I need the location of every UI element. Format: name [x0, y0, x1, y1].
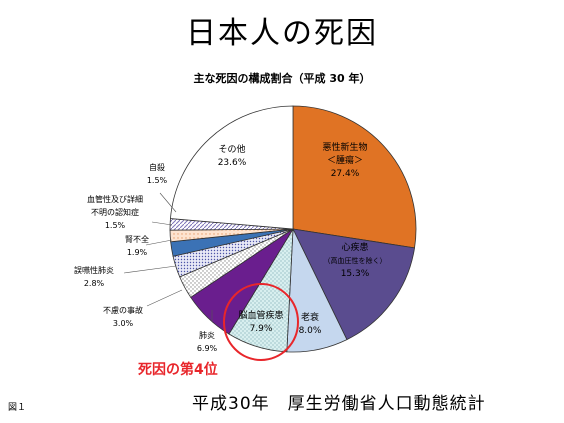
slice-label-cancer: ＜腫瘍＞ — [327, 154, 363, 166]
slice-label-heart: 心疾患 — [341, 241, 368, 253]
annotation-text: 死因の第4位 — [137, 361, 218, 378]
slice-label-kidney: 腎不全 — [125, 234, 149, 244]
value-label-heart: 15.3% — [341, 269, 370, 279]
pie-slice-heart — [292, 228, 415, 341]
value-label-cancer: 27.4% — [331, 169, 360, 179]
slice-label-other: その他 — [218, 143, 245, 155]
leader-line-accident — [146, 289, 183, 307]
value-label-cerebro: 7.9% — [250, 324, 273, 334]
leader-line-suicide — [159, 192, 177, 213]
slice-label-senility: 老衰 — [301, 311, 319, 323]
slice-label-suicide: 自殺 — [149, 162, 165, 172]
value-label-senility: 8.0% — [299, 326, 322, 336]
value-label-aspiration: 2.8% — [84, 279, 105, 288]
slide-title: 日本人の死因 — [186, 16, 378, 51]
value-label-vascular: 1.5% — [105, 221, 126, 230]
slice-label-cancer: 悪性新生物 — [322, 141, 367, 153]
leader-line-kidney — [145, 239, 173, 246]
slice-label-heart: （高血圧性を除く） — [324, 256, 387, 265]
slice-label-vascular: 血管性及び詳細 — [87, 194, 143, 204]
chart-title: 主な死因の構成割合（平成 30 年） — [193, 72, 371, 85]
slice-label-accident: 不慮の事故 — [103, 305, 143, 315]
data-source: 平成30年 厚生労働省人口動態統計 — [192, 394, 486, 414]
value-label-accident: 3.0% — [113, 319, 134, 328]
pie-slice-cancer — [292, 105, 417, 249]
leader-line-vascular — [151, 221, 173, 226]
slice-label-vascular: 不明の認知症 — [91, 207, 139, 217]
pie-slice-other — [170, 105, 294, 230]
value-label-kidney: 1.9% — [127, 248, 148, 257]
value-label-other: 23.6% — [218, 158, 247, 168]
value-label-pneumonia: 6.9% — [197, 344, 218, 353]
slice-label-cerebro: 脳血管疾患 — [238, 309, 283, 321]
slice-label-aspiration: 誤嚥性肺炎 — [74, 265, 114, 275]
figure-label: 図１ — [8, 403, 27, 413]
value-label-suicide: 1.5% — [147, 176, 168, 185]
leader-line-aspiration — [123, 265, 177, 274]
highlight-circle — [223, 283, 299, 361]
slice-label-pneumonia: 肺炎 — [199, 331, 215, 340]
